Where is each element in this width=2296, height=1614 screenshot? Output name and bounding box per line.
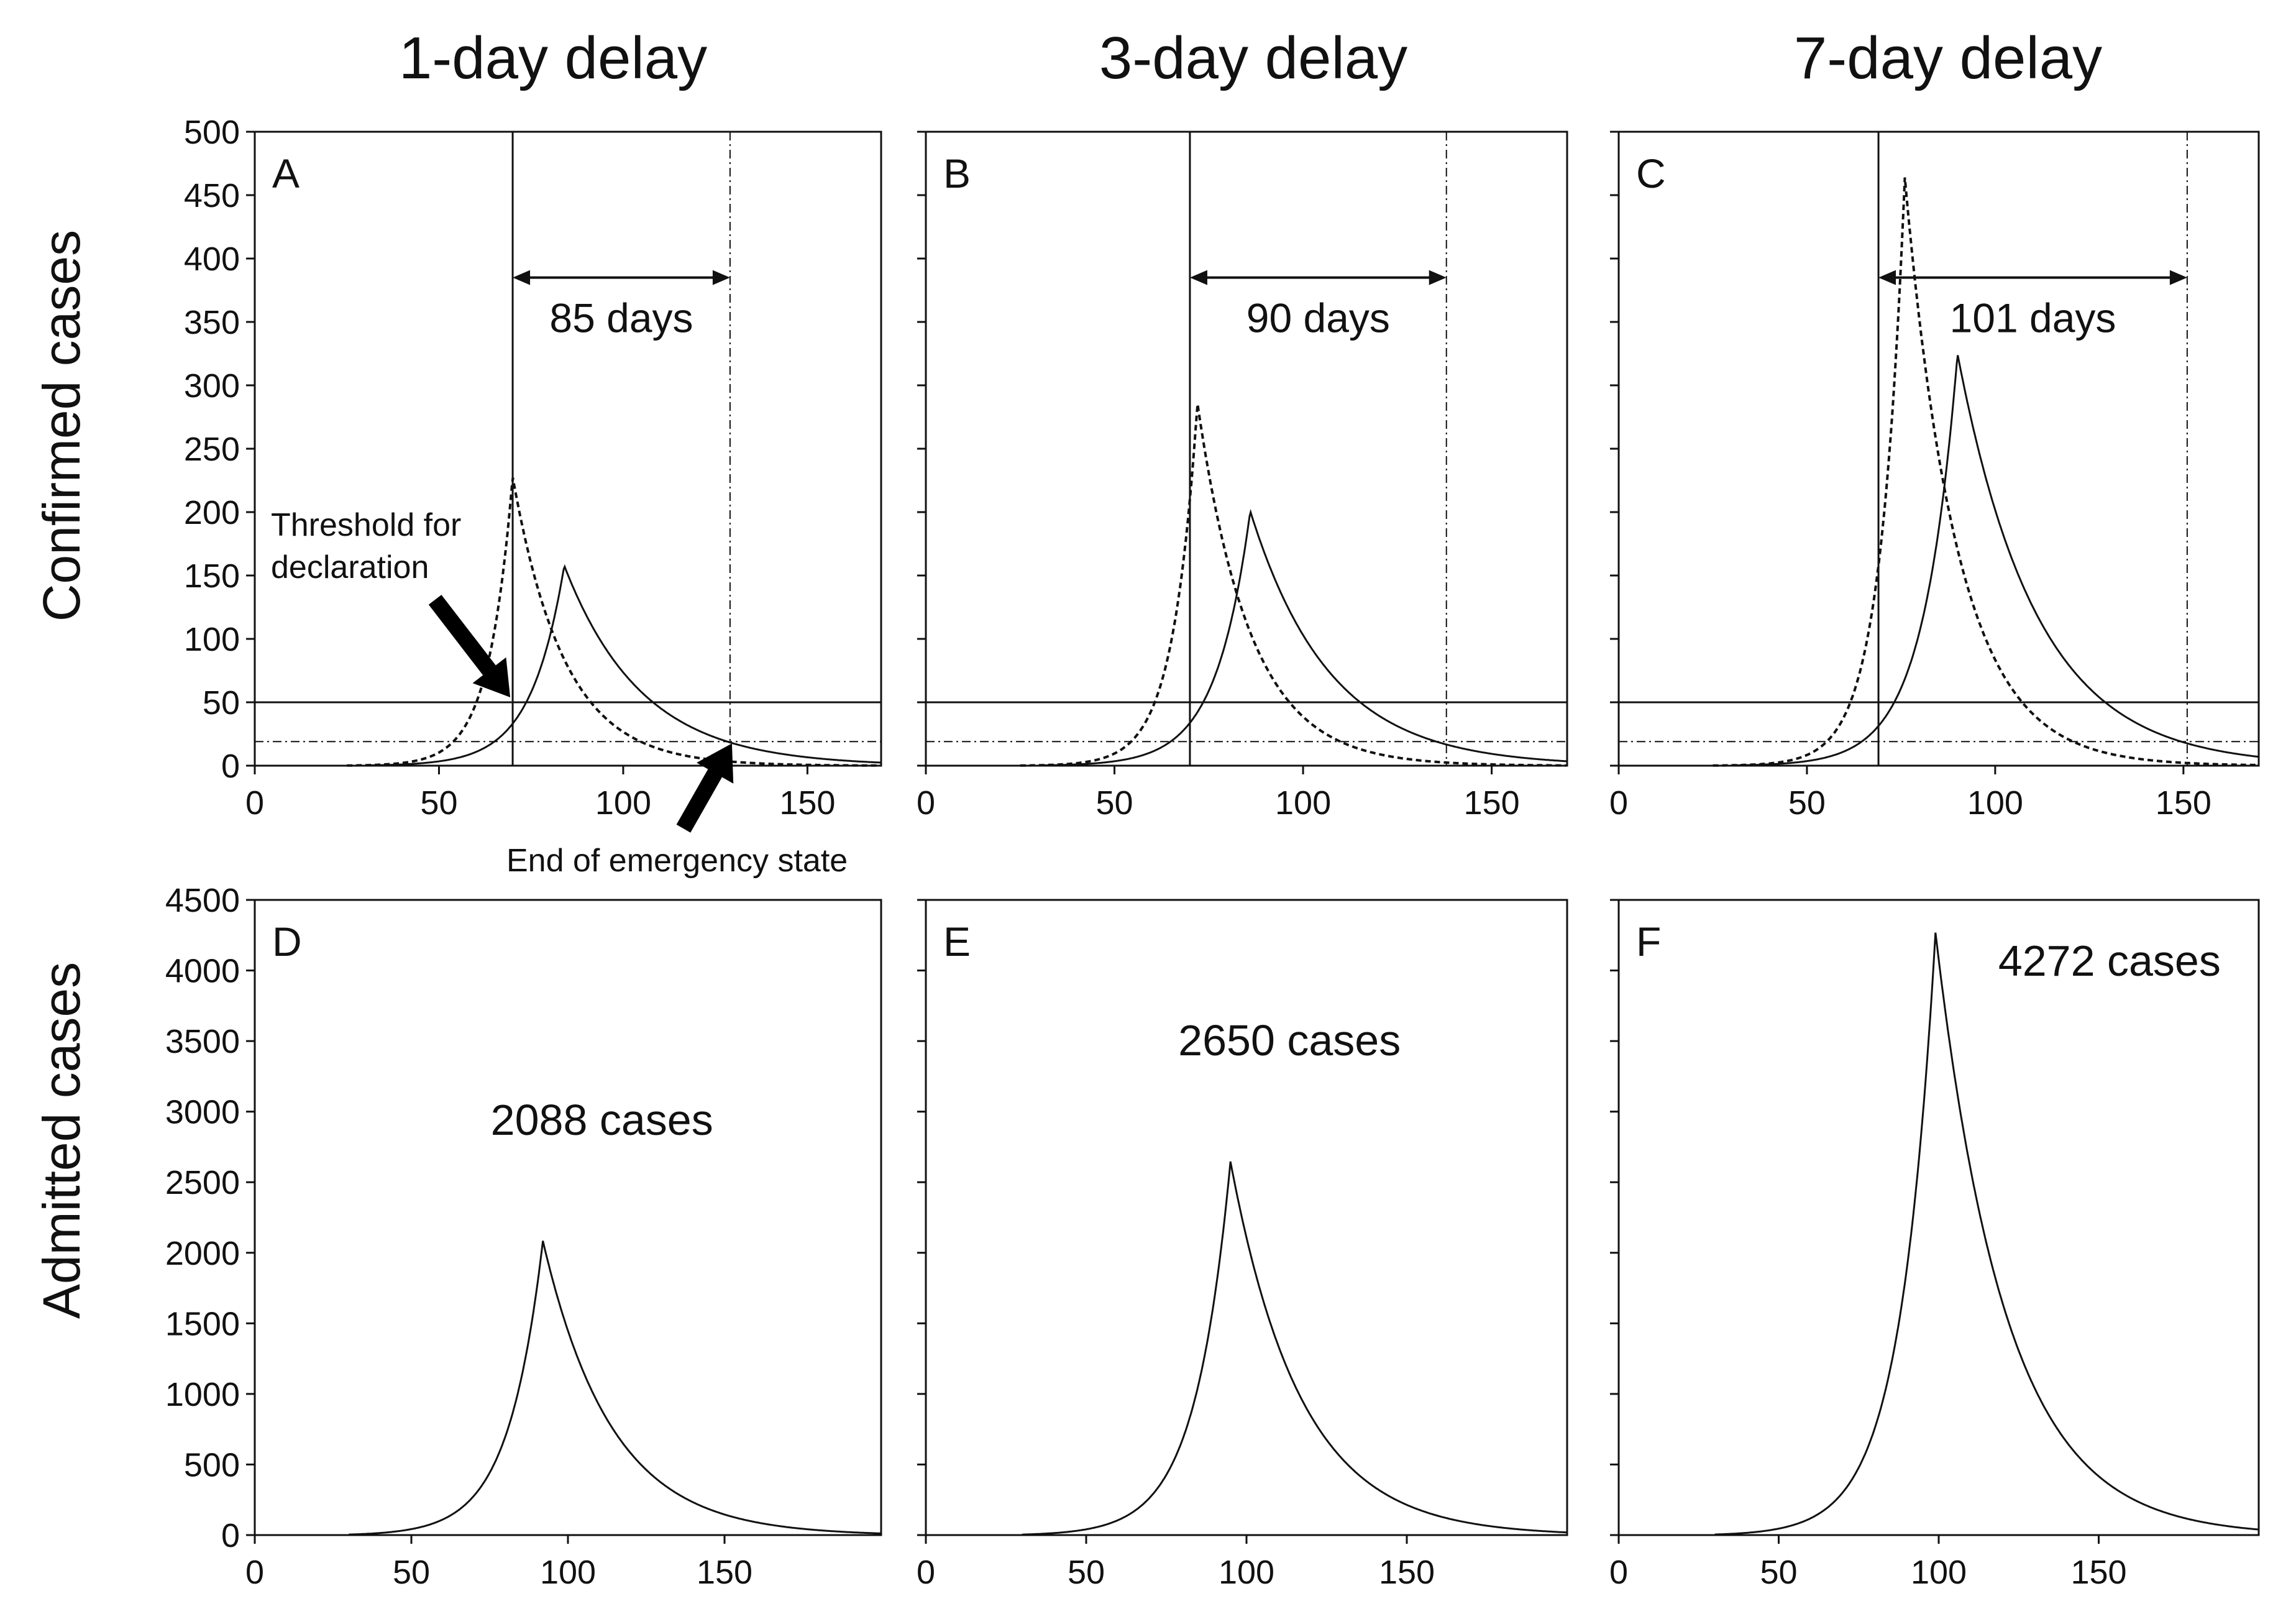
series-line-a-dashed xyxy=(347,477,880,767)
panel-letter-c: C xyxy=(1636,150,1666,196)
series-line-b-solid xyxy=(1039,508,1567,767)
y-tick-label-a-9: 450 xyxy=(184,177,240,214)
column-title-7-day: 7-day delay xyxy=(1794,25,2102,91)
panel-a: 0 50 100 150 200 250 300 350 400 450 500 0 50 100 150 A… xyxy=(184,114,882,822)
panel-b: 0 50 100 150 B 90 days xyxy=(917,131,1568,822)
threshold-label-line1: Threshold for xyxy=(271,507,461,543)
series-line-c-solid xyxy=(1731,355,2259,767)
threshold-label-line2: declaration xyxy=(271,549,429,585)
end-of-emergency-arrow xyxy=(676,743,734,833)
panel-letter-e: E xyxy=(943,919,971,965)
x-tick-label-c-0: 0 xyxy=(1609,784,1628,822)
x-tick-label-f-3: 150 xyxy=(2070,1554,2126,1591)
y-tick-label-d-0: 0 xyxy=(221,1517,240,1554)
duration-label-b: 90 days xyxy=(1246,295,1390,341)
x-tick-label-b-3: 150 xyxy=(1464,784,1520,822)
y-tick-label-d-3: 1500 xyxy=(165,1305,240,1342)
x-tick-label-c-2: 100 xyxy=(1967,784,2023,822)
x-tick-label-e-2: 100 xyxy=(1219,1554,1274,1591)
y-tick-label-a-1: 50 xyxy=(203,684,240,722)
y-tick-label-d-8: 4000 xyxy=(165,953,240,990)
column-title-3-day: 3-day delay xyxy=(1099,25,1407,91)
x-tick-label-a-2: 100 xyxy=(595,784,651,822)
panel-letter-a: A xyxy=(272,150,300,196)
y-tick-label-d-7: 3500 xyxy=(165,1023,240,1060)
panel-letter-f: F xyxy=(1636,919,1661,965)
duration-arrowhead-left-c xyxy=(1878,270,1896,285)
panel-e: 0 50 100 150 E 2650 cases xyxy=(917,899,1568,1591)
panel-letter-d: D xyxy=(272,919,302,965)
x-tick-label-f-0: 0 xyxy=(1609,1554,1628,1591)
x-tick-label-e-3: 150 xyxy=(1379,1554,1435,1591)
x-tick-label-e-0: 0 xyxy=(917,1554,935,1591)
duration-label-a: 85 days xyxy=(549,295,693,341)
y-tick-label-a-5: 250 xyxy=(184,431,240,468)
y-tick-label-a-7: 350 xyxy=(184,304,240,341)
series-line-d-solid xyxy=(349,1240,881,1536)
y-tick-label-a-0: 0 xyxy=(221,748,240,785)
y-tick-label-d-4: 2000 xyxy=(165,1235,240,1272)
x-tick-label-e-1: 50 xyxy=(1068,1554,1105,1591)
peak-label-f: 4272 cases xyxy=(1998,937,2221,985)
series-line-f-solid xyxy=(1714,932,2259,1536)
y-tick-label-a-6: 300 xyxy=(184,367,240,405)
x-tick-label-d-2: 100 xyxy=(540,1554,596,1591)
x-tick-label-d-3: 150 xyxy=(697,1554,752,1591)
panel-c: 0 50 100 150 C 101 days xyxy=(1609,131,2260,822)
threshold-arrow xyxy=(428,595,511,697)
x-tick-label-f-2: 100 xyxy=(1911,1554,1967,1591)
x-tick-label-a-3: 150 xyxy=(779,784,835,822)
y-tick-label-d-2: 1000 xyxy=(165,1376,240,1413)
duration-arrowhead-right-a xyxy=(712,270,730,285)
y-tick-label-d-9: 4500 xyxy=(165,882,240,919)
x-tick-label-b-1: 50 xyxy=(1095,784,1133,822)
panel-letter-b: B xyxy=(943,150,971,196)
y-tick-label-a-3: 150 xyxy=(184,557,240,595)
series-line-e-solid xyxy=(1022,1161,1568,1536)
y-axis-label-confirmed: Confirmed cases xyxy=(32,230,91,621)
y-tick-label-a-4: 200 xyxy=(184,494,240,531)
duration-arrowhead-left-b xyxy=(1189,270,1207,285)
peak-label-d: 2088 cases xyxy=(491,1096,713,1144)
x-tick-label-a-0: 0 xyxy=(245,784,264,822)
column-title-1-day: 1-day delay xyxy=(399,25,707,91)
peak-label-e: 2650 cases xyxy=(1178,1016,1401,1065)
y-tick-label-a-8: 400 xyxy=(184,241,240,278)
y-tick-label-d-1: 500 xyxy=(184,1446,240,1483)
y-axis-label-admitted: Admitted cases xyxy=(32,962,91,1319)
x-tick-label-d-0: 0 xyxy=(245,1554,264,1591)
x-tick-label-a-1: 50 xyxy=(420,784,457,822)
x-tick-label-c-3: 150 xyxy=(2156,784,2211,822)
y-tick-label-a-2: 100 xyxy=(184,621,240,658)
x-tick-label-b-0: 0 xyxy=(917,784,935,822)
y-tick-label-d-6: 3000 xyxy=(165,1094,240,1131)
y-tick-label-d-5: 2500 xyxy=(165,1164,240,1201)
x-tick-label-f-1: 50 xyxy=(1760,1554,1797,1591)
duration-arrowhead-right-c xyxy=(2169,270,2187,285)
x-tick-label-c-1: 50 xyxy=(1788,784,1826,822)
series-line-b-dashed xyxy=(1020,403,1566,767)
panel-a-annotations: Threshold for declaration End of emergen… xyxy=(271,507,848,879)
duration-label-c: 101 days xyxy=(1950,295,2116,341)
end-of-emergency-label: End of emergency state xyxy=(506,843,848,879)
y-tick-label-a-10: 500 xyxy=(184,114,240,151)
duration-arrowhead-left-a xyxy=(513,270,531,285)
panel-f: 0 50 100 150 F 4272 cases xyxy=(1609,899,2260,1591)
series-line-a-solid xyxy=(365,564,881,767)
series-line-c-dashed xyxy=(1713,177,2258,767)
x-tick-label-d-1: 50 xyxy=(393,1554,430,1591)
panel-d: 0 500 1000 1500 2000 2500 3000 3500 4000 4500 0 50 1… xyxy=(165,882,882,1591)
duration-arrowhead-right-b xyxy=(1429,270,1447,285)
x-tick-label-b-2: 100 xyxy=(1275,784,1331,822)
